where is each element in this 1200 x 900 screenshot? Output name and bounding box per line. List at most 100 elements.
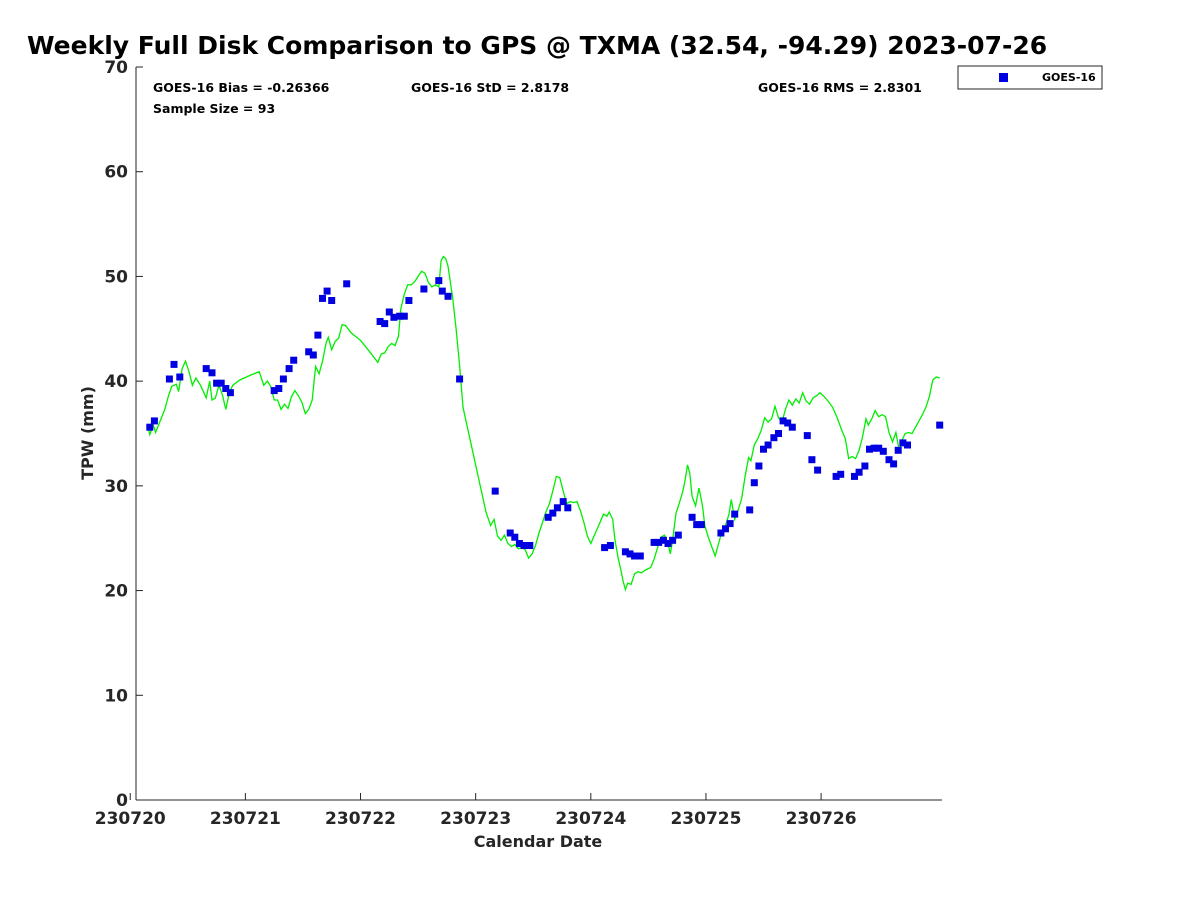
goes16-point (217, 379, 225, 387)
y-tick-label: 0 (116, 791, 128, 811)
goes16-point (870, 444, 878, 452)
goes16-point (491, 487, 499, 495)
goes16-point (319, 294, 326, 302)
goes16-point (814, 466, 822, 474)
goes16-point (165, 375, 173, 383)
goes16-point (405, 297, 413, 304)
goes16-point (626, 550, 634, 558)
goes16-point (515, 540, 523, 547)
goes16-point (390, 313, 398, 321)
y-tick-label: 40 (104, 372, 128, 392)
legend-label-goes16: GOES-16 (1042, 71, 1096, 84)
goes16-point (784, 419, 792, 427)
goes16-point (885, 456, 893, 464)
goes16-point (788, 423, 796, 431)
goes16-point (655, 538, 663, 546)
legend-box (957, 65, 1103, 90)
x-tick-label: 230721 (210, 809, 281, 829)
goes16-point (376, 318, 384, 325)
goes16-point (664, 540, 672, 547)
goes16-point (381, 320, 389, 328)
goes16-point (879, 447, 887, 455)
goes16-point (549, 509, 557, 517)
goes16-point (636, 552, 644, 560)
goes16-point (526, 542, 534, 549)
goes16-point (837, 470, 845, 478)
goes16-point (343, 280, 351, 288)
goes16-point (438, 287, 446, 295)
goes16-point (553, 504, 561, 512)
goes16-point (226, 389, 234, 397)
goes16-point (290, 356, 298, 364)
x-axis-ticks: 230720 230721 230722 230723 230724 230725 2307… (95, 793, 857, 829)
goes16-point (305, 348, 313, 356)
series-line-gps (146, 255, 940, 592)
goes16-point (456, 375, 464, 383)
goes16-point (904, 441, 911, 449)
goes16-point (208, 369, 216, 377)
goes16-point (688, 513, 696, 521)
goes16-point (213, 379, 221, 387)
legend-marker-goes16 (999, 73, 1008, 82)
goes16-point (275, 385, 283, 392)
goes16-point (309, 351, 317, 359)
goes16-point (270, 387, 278, 395)
y-axis-label: TPW (mm) (78, 386, 97, 480)
goes16-point (444, 292, 452, 300)
goes16-point (779, 417, 787, 425)
y-tick-label: 10 (104, 686, 128, 706)
goes16-point (506, 529, 514, 537)
goes16-point (150, 417, 158, 425)
goes16-point (899, 439, 907, 447)
goes16-point (631, 552, 639, 560)
std-stat: GOES-16 StD = 2.8178 (411, 80, 569, 95)
goes16-point (866, 445, 873, 453)
goes16-point (564, 504, 572, 512)
goes16-point (851, 472, 858, 480)
goes16-point (511, 533, 519, 541)
sample-size-stat: Sample Size = 93 (153, 101, 275, 116)
goes16-point (323, 287, 331, 295)
goes16-point (890, 460, 898, 468)
x-tick-label: 230720 (95, 809, 166, 829)
goes16-point (936, 421, 944, 429)
y-tick-label: 50 (104, 267, 128, 287)
series-layer (146, 255, 944, 592)
goes16-point (659, 536, 667, 544)
goes16-point (176, 373, 184, 381)
goes16-point (328, 297, 336, 304)
goes16-point (717, 529, 725, 537)
goes16-point (722, 525, 729, 533)
x-tick-label: 230723 (440, 809, 511, 829)
x-tick-label: 230722 (325, 809, 396, 829)
goes16-point (279, 375, 287, 383)
chart-title: Weekly Full Disk Comparison to GPS @ TXM… (27, 31, 1047, 60)
goes16-point (770, 434, 778, 442)
goes16-point (544, 513, 552, 521)
goes16-point (606, 542, 614, 549)
y-tick-label: 30 (104, 477, 128, 497)
rms-stat: GOES-16 RMS = 2.8301 (758, 80, 922, 95)
x-axis-label: Calendar Date (474, 832, 603, 851)
stats-annotations: GOES-16 Bias = -0.26366 GOES-16 StD = 2.… (153, 80, 922, 116)
goes16-point (855, 468, 863, 476)
goes16-point (726, 520, 734, 528)
x-tick-label: 230726 (786, 809, 857, 829)
goes16-point (601, 544, 609, 552)
goes16-point (697, 521, 705, 529)
x-tick-label: 230725 (670, 809, 741, 829)
y-tick-label: 70 (104, 58, 128, 78)
goes16-point (396, 312, 404, 320)
y-axis-ticks: 0 10 20 30 40 50 60 70 (104, 58, 143, 811)
goes16-point (146, 423, 154, 431)
y-tick-label: 20 (104, 582, 128, 602)
goes16-point (170, 360, 178, 368)
goes16-point (693, 521, 701, 529)
goes16-point (894, 446, 902, 454)
goes16-point (803, 432, 811, 440)
plot-area (135, 67, 942, 801)
goes16-point (314, 331, 322, 339)
goes16-point (760, 445, 767, 453)
y-tick-label: 60 (104, 163, 128, 183)
